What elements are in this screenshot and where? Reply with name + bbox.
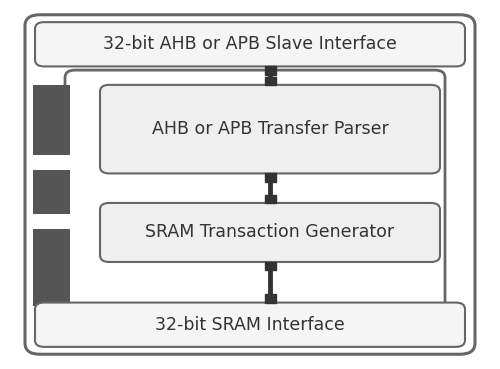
Bar [264, 294, 276, 303]
FancyBboxPatch shape [25, 15, 475, 354]
Bar [264, 66, 276, 75]
Text: 32-bit SRAM Interface: 32-bit SRAM Interface [155, 316, 345, 334]
Bar [32, 85, 70, 306]
FancyBboxPatch shape [35, 22, 465, 66]
Bar [264, 173, 276, 182]
Text: AHB or APB Transfer Parser: AHB or APB Transfer Parser [152, 120, 388, 138]
Text: 32-bit AHB or APB Slave Interface: 32-bit AHB or APB Slave Interface [103, 35, 397, 53]
Bar [264, 262, 276, 270]
Bar [264, 77, 276, 85]
Text: SRAM Transaction Generator: SRAM Transaction Generator [146, 224, 394, 241]
FancyBboxPatch shape [100, 203, 440, 262]
Bar [32, 155, 70, 170]
Bar [32, 214, 70, 229]
FancyBboxPatch shape [65, 70, 445, 321]
FancyBboxPatch shape [35, 303, 465, 347]
Bar [264, 195, 276, 203]
FancyBboxPatch shape [100, 85, 440, 173]
